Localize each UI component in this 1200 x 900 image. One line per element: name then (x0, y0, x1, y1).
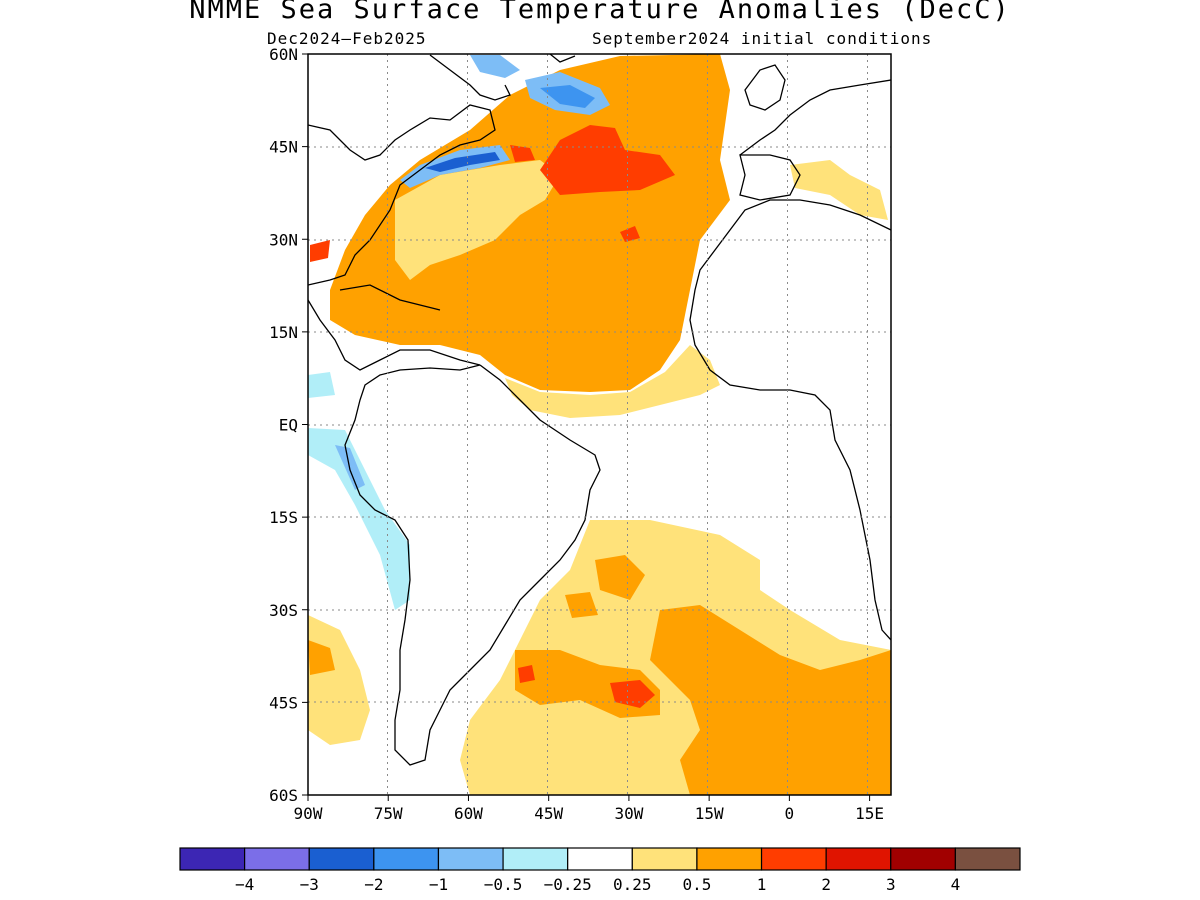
anomaly-region-south-subtropic-warm-2 (565, 592, 598, 618)
y-tick-label: 15S (269, 508, 298, 527)
colorbar-label: 2 (821, 875, 831, 894)
grid-lines (308, 54, 891, 795)
anomaly-region-pacific-cold (308, 428, 410, 610)
colorbar-label: 0.25 (613, 875, 652, 894)
colorbar-label: −1 (429, 875, 448, 894)
colorbar-swatch (244, 847, 310, 871)
colorbar-swatch (502, 847, 569, 871)
colorbar-label: −0.5 (484, 875, 523, 894)
colorbar-swatch (179, 847, 246, 871)
colorbar-label: −4 (235, 875, 254, 894)
colorbar-swatch (825, 847, 892, 871)
forecast-period: Dec2024–Feb2025 (267, 29, 427, 48)
colorbar-swatch (567, 847, 633, 871)
anomaly-region-gulfstream-hot (510, 145, 535, 162)
anomaly-region-gulf-mexico-hot (310, 240, 330, 262)
y-tick-label: 45N (269, 138, 298, 157)
colorbar-swatch (696, 847, 763, 871)
y-tick-label: 60N (269, 45, 298, 64)
colorbar-swatch (373, 847, 440, 871)
anomaly-region-tropical-light (505, 345, 720, 418)
x-tick-label: 0 (785, 804, 795, 823)
colorbar-swatches (179, 847, 1021, 871)
x-tick-label: 15W (695, 804, 724, 823)
anomaly-region-subtropic-hot (620, 226, 640, 242)
x-tick-label: 30W (614, 804, 643, 823)
latitude-axis: 60N 45N 30N 15N EQ 15S 30S 45S 60S (269, 45, 308, 805)
colorbar-swatch (760, 847, 827, 871)
anomaly-region-gulfstream-light (395, 160, 560, 280)
coastline-greenland-edge (549, 54, 576, 63)
x-tick-label: 90W (294, 804, 323, 823)
colorbar-labels: −4 −3 −2 −1 −0.5 −0.25 0.25 0.5 1 2 3 4 (235, 875, 960, 894)
y-tick-label: 15N (269, 323, 298, 342)
colorbar-label: 3 (886, 875, 896, 894)
x-tick-label: 75W (374, 804, 403, 823)
colorbar-label: −3 (300, 875, 319, 894)
y-tick-label: 30N (269, 230, 298, 249)
coastline-europe (739, 79, 891, 156)
coastline-south-america (344, 364, 601, 766)
anomaly-region-labrador-cold (470, 55, 520, 78)
initial-conditions-label: September2024 initial conditions (592, 29, 933, 48)
coastline-central-america (308, 299, 481, 371)
colorbar-label: −2 (364, 875, 383, 894)
colorbar-swatch (631, 847, 698, 871)
coastline-canada-north (429, 54, 511, 101)
coastlines (308, 54, 891, 766)
colorbar-swatch (308, 847, 375, 871)
anomaly-region-south-atlantic-warm (650, 605, 891, 795)
coastline-british-isles (744, 64, 786, 111)
colorbar-label: −0.25 (544, 875, 592, 894)
anomaly-region-south-hot (610, 680, 655, 708)
colorbar-label: 1 (757, 875, 767, 894)
coastline-iberia (739, 154, 801, 201)
x-tick-label: 45W (534, 804, 563, 823)
y-tick-label: 60S (269, 786, 298, 805)
x-tick-label: 15E (855, 804, 884, 823)
chart-title: NMME Sea Surface Temperature Anomalies (… (189, 0, 1011, 25)
colorbar-swatch (890, 847, 956, 871)
y-tick-label: 30S (269, 601, 298, 620)
y-tick-label: EQ (279, 416, 298, 435)
anomaly-region-southeast-pacific-warm (308, 640, 335, 675)
anomaly-region-south-subtropic-warm (595, 555, 645, 600)
anomaly-field (308, 54, 891, 795)
colorbar-label: 0.5 (682, 875, 711, 894)
coastline-caribbean (339, 284, 441, 311)
y-tick-label: 45S (269, 693, 298, 712)
coastline-africa (689, 199, 891, 641)
coastline-north-america (308, 104, 496, 286)
longitude-axis: 90W 75W 60W 45W 30W 15W 0 15E (294, 795, 884, 823)
x-tick-label: 60W (454, 804, 483, 823)
anomaly-region-midlat-hot (540, 125, 675, 195)
colorbar-label: 4 (951, 875, 961, 894)
anomaly-region-south-hot-2 (518, 665, 535, 683)
anomaly-region-newfoundland-cold-core (540, 85, 595, 108)
anomaly-region-gulf-maine-cold-core (425, 152, 500, 172)
colorbar-swatch (437, 847, 504, 871)
anomaly-region-east-pacific-cold (308, 372, 335, 398)
colorbar-swatch (954, 847, 1021, 871)
anomaly-region-mediterranean-light (790, 160, 888, 220)
